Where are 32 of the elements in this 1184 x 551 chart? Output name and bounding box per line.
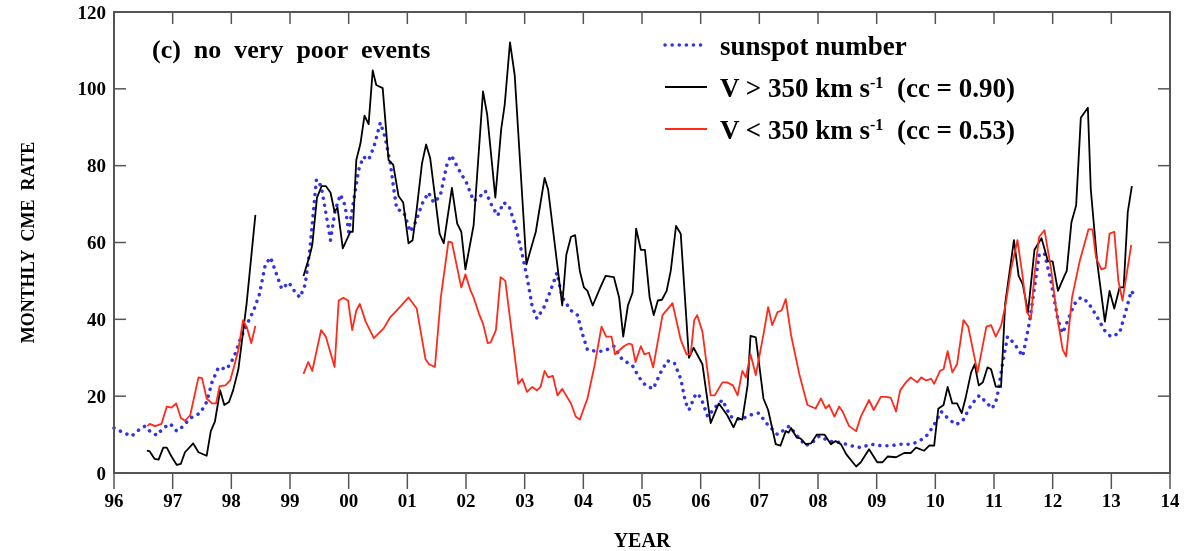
x-tick-label: 07 — [749, 490, 770, 511]
y-axis-title: MONTHLY CME RATE — [18, 141, 38, 344]
x-tick-label: 06 — [691, 490, 711, 511]
x-axis-title: YEAR — [613, 529, 671, 551]
y-tick-label: 40 — [87, 308, 106, 330]
x-tick-label: 96 — [104, 490, 124, 511]
y-tick-label: 120 — [77, 1, 106, 23]
y-tick-label: 60 — [87, 232, 106, 254]
y-tick-label: 20 — [87, 385, 106, 407]
x-tick-label: 00 — [339, 490, 359, 511]
x-tick-label: 02 — [456, 490, 476, 511]
x-tick-label: 14 — [1160, 490, 1180, 511]
x-tick-label: 05 — [632, 490, 652, 511]
x-tick-label: 11 — [985, 490, 1003, 511]
legend-label: sunspot number — [720, 31, 907, 61]
legend-label: V < 350 km s$^{-1}$ (cc = 0.53) — [720, 115, 1015, 145]
x-tick-label: 01 — [397, 490, 417, 511]
x-tick-label: 03 — [515, 490, 535, 511]
x-tick-label: 09 — [867, 490, 887, 511]
x-tick-label: 99 — [280, 490, 300, 511]
x-tick-label: 10 — [925, 490, 945, 511]
y-tick-label: 80 — [87, 155, 106, 177]
y-tick-label: 100 — [77, 78, 106, 100]
x-tick-label: 12 — [1043, 490, 1063, 511]
x-tick-label: 98 — [221, 490, 241, 511]
x-tick-label: 04 — [573, 490, 594, 511]
x-tick-label: 13 — [1101, 490, 1121, 511]
legend-label: V > 350 km s$^{-1}$ (cc = 0.90) — [720, 73, 1015, 103]
y-tick-label: 0 — [96, 462, 106, 484]
x-tick-label: 08 — [808, 490, 828, 511]
annotation: (c) no very poor events — [152, 35, 431, 64]
x-tick-label: 97 — [163, 490, 183, 511]
